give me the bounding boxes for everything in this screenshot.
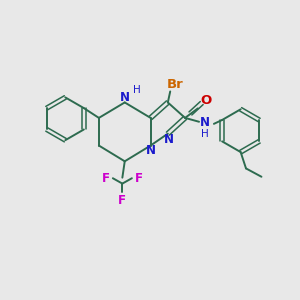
Text: N: N (120, 91, 130, 104)
Text: H: H (133, 85, 141, 95)
Text: F: F (118, 194, 126, 207)
Text: N: N (164, 133, 173, 146)
Text: N: N (146, 144, 156, 158)
Text: F: F (101, 172, 110, 185)
Text: Br: Br (167, 78, 184, 91)
Text: F: F (135, 172, 143, 185)
Text: H: H (201, 129, 209, 139)
Text: O: O (200, 94, 211, 106)
Text: N: N (200, 116, 209, 129)
